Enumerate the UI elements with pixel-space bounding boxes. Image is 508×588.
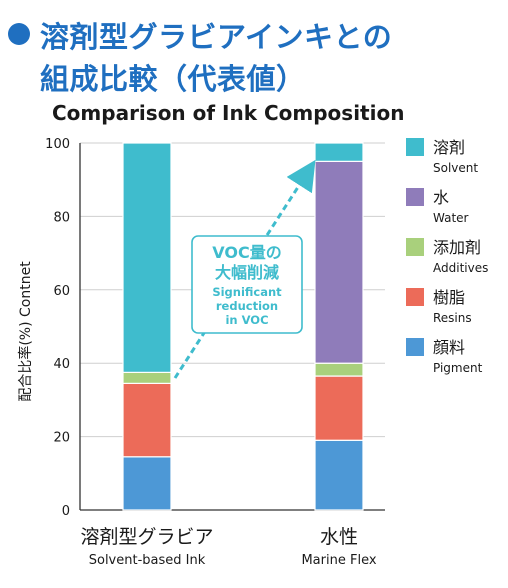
y-tick-label-100: 100 <box>45 137 70 152</box>
bar-segment-water-2 <box>314 160 364 364</box>
x-category-label-en-2: Marine Flex <box>301 553 376 568</box>
legend-label-jp-solvent: 溶剤 <box>433 138 465 157</box>
legend-label-jp-additives: 添加剤 <box>433 238 481 257</box>
legend-label-en-water: Water <box>433 211 469 225</box>
y-tick-label-80: 80 <box>53 210 70 225</box>
legend-label-jp-resins: 樹脂 <box>433 288 465 307</box>
legend-swatch-additives <box>406 238 424 256</box>
bar-segment-pigment-2 <box>314 439 364 511</box>
legend-label-en-pigment: Pigment <box>433 361 483 375</box>
y-tick-label-0: 0 <box>62 504 70 519</box>
x-category-label-jp-1: 溶剤型グラビア <box>80 526 213 548</box>
bar-segment-solvent-2 <box>314 142 364 162</box>
chart-title: Comparison of Ink Composition <box>52 101 405 125</box>
legend-label-en-additives: Additives <box>433 261 488 275</box>
bar-segment-solvent-1 <box>122 142 172 373</box>
voc-callout-text-1: Significant <box>212 285 282 299</box>
voc-callout-title-1: VOC量の <box>212 243 281 262</box>
y-axis-label: 配合比率(%) Contnet <box>17 261 34 402</box>
legend-label-jp-water: 水 <box>433 188 449 207</box>
legend-swatch-solvent <box>406 138 424 156</box>
bar-segment-additives-2 <box>314 362 364 377</box>
y-tick-label-40: 40 <box>53 357 70 372</box>
heading-bullet-icon <box>8 23 30 45</box>
legend-swatch-pigment <box>406 338 424 356</box>
y-tick-label-60: 60 <box>53 284 70 299</box>
voc-callout-box <box>191 235 303 334</box>
legend-label-en-solvent: Solvent <box>433 161 478 175</box>
heading-line-2: 組成比較（代表値） <box>40 62 306 96</box>
bar-segment-additives-1 <box>122 371 172 384</box>
x-category-label-jp-2: 水性 <box>320 526 358 548</box>
bar-segment-resins-2 <box>314 375 364 441</box>
legend-label-jp-pigment: 顔料 <box>433 338 465 357</box>
legend-swatch-water <box>406 188 424 206</box>
legend-label-en-resins: Resins <box>433 311 472 325</box>
legend-swatch-resins <box>406 288 424 306</box>
y-tick-label-20: 20 <box>53 431 70 446</box>
heading-line-1: 溶剤型グラビアインキとの <box>40 20 393 54</box>
voc-callout-text-3: in VOC <box>225 313 268 327</box>
x-category-label-en-1: Solvent-based Ink <box>89 553 206 568</box>
bar-segment-resins-1 <box>122 382 172 458</box>
voc-callout-title-2: 大幅削減 <box>215 263 279 282</box>
bar-segment-pigment-1 <box>122 456 172 511</box>
voc-callout-text-2: reduction <box>216 299 278 313</box>
